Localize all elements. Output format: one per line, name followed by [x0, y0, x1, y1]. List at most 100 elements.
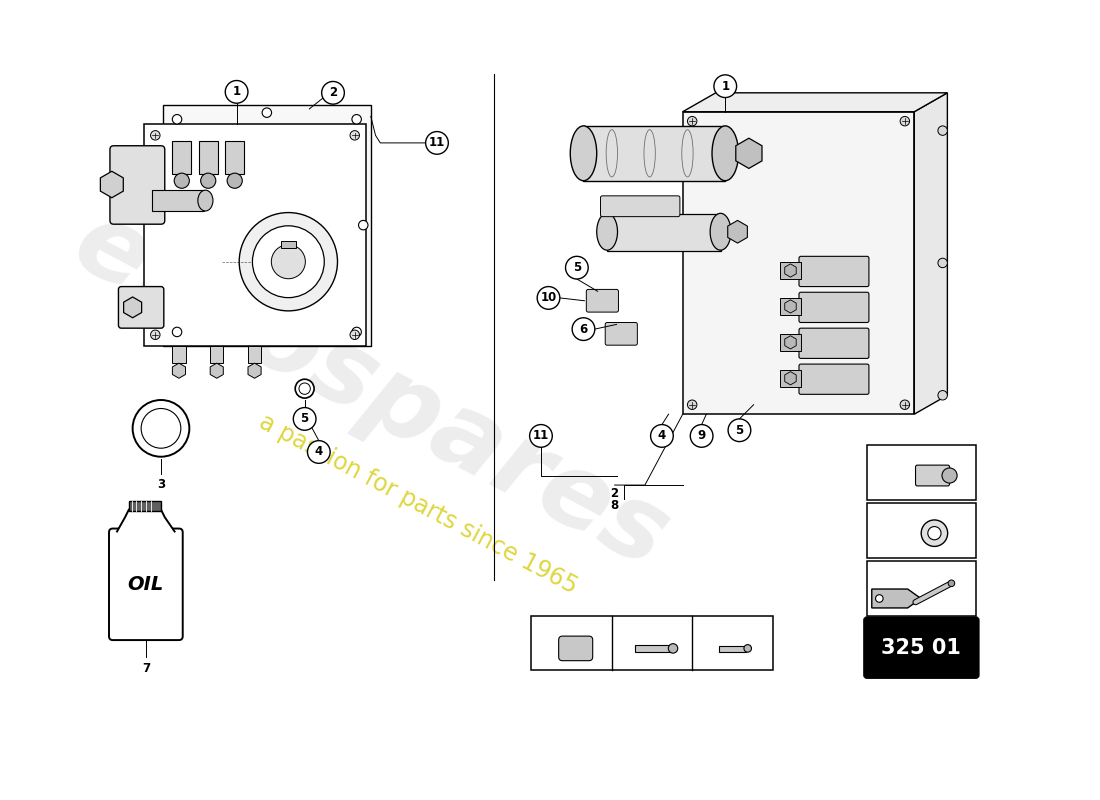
Circle shape — [688, 117, 697, 126]
Ellipse shape — [711, 214, 730, 250]
Ellipse shape — [744, 645, 751, 652]
Circle shape — [151, 130, 160, 140]
Bar — [867, 446, 976, 500]
Bar — [226, 141, 244, 174]
FancyBboxPatch shape — [799, 328, 869, 358]
Circle shape — [350, 130, 360, 140]
Circle shape — [133, 400, 189, 457]
FancyBboxPatch shape — [915, 465, 949, 486]
Text: 3: 3 — [157, 478, 165, 491]
Circle shape — [565, 256, 588, 279]
Polygon shape — [728, 221, 747, 243]
Circle shape — [151, 330, 160, 339]
Bar — [129, 501, 161, 510]
Text: 11: 11 — [532, 430, 549, 442]
Circle shape — [688, 400, 697, 410]
Bar — [163, 105, 371, 346]
Bar — [144, 124, 366, 346]
Ellipse shape — [596, 214, 617, 250]
FancyBboxPatch shape — [601, 196, 680, 217]
Circle shape — [900, 400, 910, 410]
Polygon shape — [683, 93, 947, 112]
Ellipse shape — [669, 644, 678, 653]
Bar — [780, 370, 801, 386]
Bar — [152, 190, 204, 211]
Text: 2: 2 — [610, 487, 618, 500]
Bar — [683, 130, 720, 150]
Circle shape — [900, 117, 910, 126]
FancyBboxPatch shape — [865, 618, 979, 678]
Bar — [144, 297, 161, 310]
Circle shape — [650, 425, 673, 447]
Polygon shape — [100, 171, 123, 198]
Polygon shape — [784, 300, 796, 313]
FancyBboxPatch shape — [799, 364, 869, 394]
Text: a passion for parts since 1965: a passion for parts since 1965 — [255, 410, 581, 598]
Circle shape — [321, 82, 344, 104]
Ellipse shape — [570, 126, 596, 181]
Polygon shape — [872, 589, 921, 608]
Ellipse shape — [198, 190, 213, 211]
Circle shape — [350, 330, 360, 339]
Text: OIL: OIL — [128, 575, 164, 594]
Circle shape — [572, 318, 595, 341]
Bar — [248, 346, 261, 363]
Circle shape — [226, 81, 248, 103]
Circle shape — [252, 226, 324, 298]
Bar — [144, 177, 161, 192]
Circle shape — [876, 594, 883, 602]
Circle shape — [352, 327, 362, 337]
Circle shape — [921, 520, 948, 546]
Text: 9: 9 — [697, 622, 706, 632]
FancyBboxPatch shape — [110, 146, 165, 224]
Text: 4: 4 — [658, 430, 667, 442]
Circle shape — [426, 131, 449, 154]
Bar — [607, 214, 720, 250]
Circle shape — [299, 383, 310, 394]
Text: 11: 11 — [429, 137, 446, 150]
Circle shape — [173, 327, 182, 337]
FancyBboxPatch shape — [799, 292, 869, 322]
Polygon shape — [784, 336, 796, 349]
Polygon shape — [123, 297, 142, 318]
Text: 10: 10 — [617, 622, 632, 632]
Bar — [173, 141, 191, 174]
Circle shape — [352, 114, 362, 124]
FancyBboxPatch shape — [559, 636, 593, 661]
Circle shape — [308, 441, 330, 463]
Text: 5: 5 — [573, 261, 581, 274]
Text: 4: 4 — [872, 567, 881, 578]
Bar — [683, 112, 914, 414]
Bar — [531, 615, 772, 670]
Polygon shape — [117, 510, 175, 532]
Text: 8: 8 — [610, 499, 619, 512]
Text: 6: 6 — [872, 452, 881, 462]
Circle shape — [174, 173, 189, 188]
Circle shape — [141, 409, 180, 448]
Text: 325 01: 325 01 — [881, 638, 961, 658]
Circle shape — [938, 390, 947, 400]
Bar — [583, 126, 725, 181]
Circle shape — [714, 75, 737, 98]
FancyBboxPatch shape — [799, 256, 869, 286]
Circle shape — [728, 419, 751, 442]
Text: 2: 2 — [329, 86, 337, 99]
Text: 9: 9 — [697, 430, 706, 442]
Circle shape — [295, 379, 315, 398]
Polygon shape — [248, 363, 261, 378]
Circle shape — [359, 221, 369, 230]
Circle shape — [942, 468, 957, 483]
Circle shape — [537, 286, 560, 310]
Bar — [280, 241, 296, 249]
Circle shape — [927, 526, 940, 540]
Circle shape — [200, 173, 216, 188]
Polygon shape — [914, 93, 947, 414]
Text: eurospares: eurospares — [56, 191, 685, 590]
Bar — [780, 262, 801, 279]
Text: 1: 1 — [722, 80, 729, 93]
Polygon shape — [784, 264, 796, 277]
Circle shape — [239, 213, 338, 311]
Text: 10: 10 — [540, 291, 557, 305]
FancyBboxPatch shape — [605, 322, 637, 345]
Polygon shape — [210, 363, 223, 378]
